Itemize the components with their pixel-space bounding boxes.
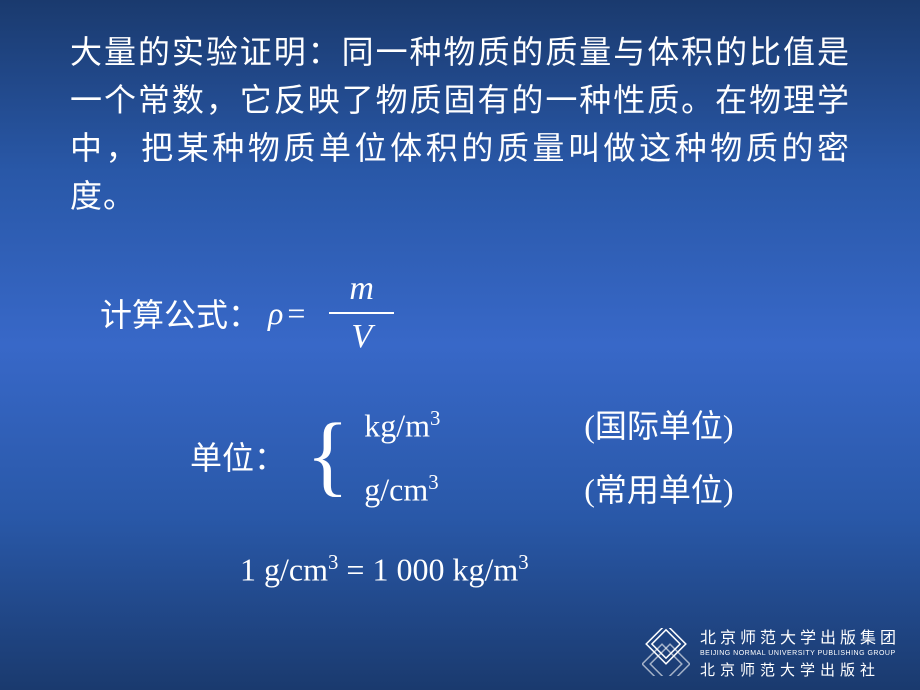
unit-desc-intl: (国际单位) (584, 401, 733, 447)
unit-kg-m3: kg/m3 (364, 407, 584, 445)
unit-row-common: g/cm3 (常用单位) (364, 465, 733, 511)
formula-label: 计算公式： (100, 290, 260, 336)
formula-section: 计算公式： ρ = m V (70, 270, 850, 356)
fraction-denominator: V (331, 314, 392, 356)
brace-symbol: { (306, 420, 349, 492)
formula-fraction: m V (329, 270, 394, 356)
publisher-logo-icon (642, 628, 690, 676)
publisher-name-cn: 北京师范大学出版集团 (700, 624, 900, 648)
fraction-numerator: m (329, 270, 394, 312)
conversion-equation: 1 g/cm3 = 1 000 kg/m3 (70, 551, 850, 589)
units-label: 单位： (190, 433, 286, 479)
publisher-name-en: BEIJING NORMAL UNIVERSITY PUBLISHING GRO… (700, 650, 900, 657)
units-section: 单位： { kg/m3 (国际单位) g/cm3 (常用单位) (70, 401, 850, 511)
formula-rho: ρ (268, 295, 283, 332)
slide-content: 大量的实验证明：同一种物质的质量与体积的比值是一个常数，它反映了物质固有的一种性… (0, 0, 920, 589)
publisher-press-cn: 北京师范大学出版社 (700, 659, 900, 680)
unit-row-intl: kg/m3 (国际单位) (364, 401, 733, 447)
intro-paragraph: 大量的实验证明：同一种物质的质量与体积的比值是一个常数，它反映了物质固有的一种性… (70, 28, 850, 220)
units-list: kg/m3 (国际单位) g/cm3 (常用单位) (364, 401, 733, 511)
publisher-logo-area: 北京师范大学出版集团 BEIJING NORMAL UNIVERSITY PUB… (642, 624, 900, 680)
unit-desc-common: (常用单位) (584, 465, 733, 511)
unit-g-cm3: g/cm3 (364, 471, 584, 509)
publisher-text: 北京师范大学出版集团 BEIJING NORMAL UNIVERSITY PUB… (700, 624, 900, 680)
formula-equals: = (287, 295, 305, 332)
